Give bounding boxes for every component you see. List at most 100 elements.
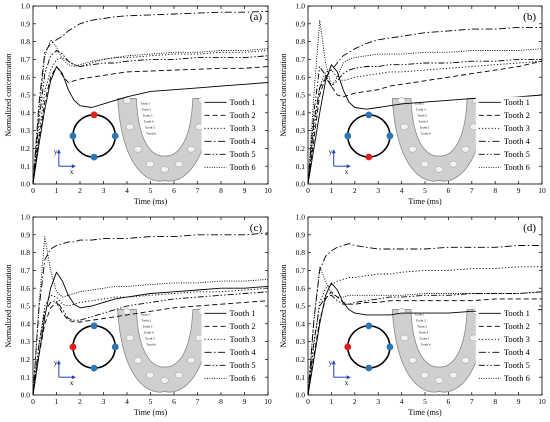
y-arrowhead-icon — [56, 149, 61, 154]
legend-label: Tooth 3 — [504, 334, 530, 344]
y-tick-label: 0.4 — [296, 319, 306, 328]
y-tick-label: 0.3 — [21, 126, 31, 135]
legend-box — [475, 96, 538, 178]
x-tick-label: 8 — [493, 397, 497, 406]
x-tick-label: 5 — [149, 186, 153, 195]
y-arrowhead-icon — [331, 149, 336, 154]
dental-arch-illustration: Tooth 1 Tooth 2 Tooth 3 Tooth 4 Tooth 5 Tooth… — [391, 308, 487, 393]
y-tick-label: 0.5 — [296, 91, 306, 100]
tooth-shape — [187, 145, 196, 153]
jaw-tooth-label: Tooth 6 — [146, 343, 156, 347]
tooth-shape — [420, 371, 429, 379]
y-axis-title: Normalized concentration — [4, 264, 13, 347]
tooth-shape — [434, 166, 444, 173]
electrode-ring-inset: yx — [54, 111, 119, 176]
x-axis-title: Time (ms) — [408, 197, 442, 206]
series-line-tooth-5 — [32, 291, 269, 396]
chart-panel: 0 1 2 3 4 5 6 7 8 9 10 0.0 0.1 0.2 0.3 0.4 0.5 0.6 0.7 0.8 0… — [4, 213, 272, 417]
y-arrowhead-icon — [331, 360, 336, 365]
x-tick-label: 5 — [423, 397, 427, 406]
electrode-ring — [72, 113, 117, 158]
electrode-dot-right — [386, 132, 394, 140]
x-tick-label: 10 — [538, 397, 546, 406]
chart-panel: 0 1 2 3 4 5 6 7 8 9 10 0.0 0.1 0.2 0.3 0.4 0.5 0.6 0.7 0.8 0… — [279, 2, 546, 206]
y-tick-label: 0.1 — [21, 162, 31, 171]
y-tick-label: 0.9 — [296, 19, 306, 28]
y-axis-title: Normalized concentration — [4, 53, 13, 136]
x-tick-label: 2 — [353, 397, 357, 406]
x-tick-label: 3 — [102, 186, 106, 195]
series-line-tooth-1 — [307, 282, 543, 396]
inset-x-label: x — [70, 379, 74, 387]
legend-label: Tooth 5 — [230, 149, 256, 159]
x-tick-label: 9 — [517, 186, 521, 195]
y-tick-label: 0.3 — [21, 337, 31, 346]
series-line-tooth-2 — [32, 66, 269, 185]
dental-arch-illustration: Tooth 1 Tooth 2 Tooth 3 Tooth 4 Tooth 5 Tooth… — [117, 308, 213, 393]
inset-y-label: y — [329, 359, 333, 367]
jaw-tooth-label: Tooth 2 — [416, 108, 426, 112]
inset-y-label: y — [54, 359, 58, 367]
x-tick-label: 1 — [55, 186, 59, 195]
x-tick-label: 9 — [243, 397, 247, 406]
x-tick-label: 5 — [423, 186, 427, 195]
x-tick-label: 2 — [353, 186, 357, 195]
legend-label: Tooth 1 — [230, 308, 256, 318]
series-line-tooth-4 — [307, 26, 542, 185]
panel-label: (d) — [523, 222, 536, 234]
x-tick-label: 0 — [306, 397, 310, 406]
electrode-dot-bottom — [365, 364, 373, 372]
tooth-shape — [174, 160, 184, 168]
y-tick-label: 0.3 — [296, 337, 306, 346]
x-tick-label: 3 — [102, 397, 106, 406]
x-tick-label: 10 — [264, 186, 272, 195]
dental-arch-illustration: Tooth 1 Tooth 2 Tooth 3 Tooth 4 Tooth 5 Tooth… — [117, 97, 213, 182]
inset-x-label: x — [70, 168, 74, 176]
inset-y-label: y — [329, 148, 333, 156]
x-tick-label: 7 — [196, 186, 200, 195]
electrode-dot-top — [365, 111, 373, 119]
x-tick-label: 8 — [493, 186, 497, 195]
x-tick-label: 1 — [330, 186, 334, 195]
y-tick-label: 0.6 — [296, 284, 306, 293]
electrode-ring — [346, 114, 391, 158]
legend-label: Tooth 6 — [504, 373, 530, 383]
legend-label: Tooth 5 — [230, 360, 256, 370]
legend-label: Tooth 6 — [504, 162, 530, 172]
panel-label: (b) — [523, 11, 536, 23]
jaw-tooth-label: Tooth 2 — [141, 108, 151, 112]
x-arrowhead-icon — [346, 164, 351, 169]
legend-label: Tooth 5 — [504, 360, 530, 370]
legend-label: Tooth 3 — [230, 123, 256, 133]
x-arrowhead-icon — [346, 375, 351, 380]
jaw-tooth-label: Tooth 2 — [141, 319, 151, 323]
jaw-tooth-label: Tooth 4 — [144, 120, 154, 124]
x-tick-label: 10 — [264, 397, 272, 406]
legend-label: Tooth 4 — [230, 347, 257, 357]
jaw-tooth-label: Tooth 2 — [416, 319, 426, 323]
electrode-dot-right — [111, 343, 119, 351]
x-tick-label: 7 — [470, 186, 474, 195]
y-tick-label: 0.5 — [296, 302, 306, 311]
series-line-tooth-4 — [32, 232, 269, 396]
electrode-dot-right — [111, 132, 119, 140]
tooth-shape — [133, 145, 143, 153]
tooth-shape — [434, 377, 444, 384]
y-tick-label: 0.1 — [296, 373, 306, 382]
legend-label: Tooth 5 — [504, 149, 530, 159]
y-tick-label: 0.0 — [21, 180, 31, 189]
jaw-tooth-label: Tooth 4 — [418, 331, 428, 335]
y-tick-label: 0.6 — [21, 284, 31, 293]
jaw-tooth-label: Tooth 4 — [418, 120, 428, 124]
x-arrowhead-icon — [71, 375, 76, 380]
chart-panel: 0 1 2 3 4 5 6 7 8 9 10 0.0 0.1 0.2 0.3 0.4 0.5 0.6 0.7 0.8 0… — [279, 213, 546, 417]
y-tick-label: 0.4 — [21, 108, 31, 117]
tooth-shape — [449, 160, 458, 168]
inset-y-label: y — [54, 148, 58, 156]
tooth-shape — [122, 97, 132, 104]
legend-label: Tooth 2 — [230, 110, 256, 120]
panel-label: (a) — [250, 11, 263, 23]
y-tick-label: 0.7 — [21, 55, 31, 64]
legend-box — [475, 307, 538, 389]
legend: Tooth 1 Tooth 2 Tooth 3 Tooth 4 Tooth 5 Tooth… — [475, 96, 538, 178]
